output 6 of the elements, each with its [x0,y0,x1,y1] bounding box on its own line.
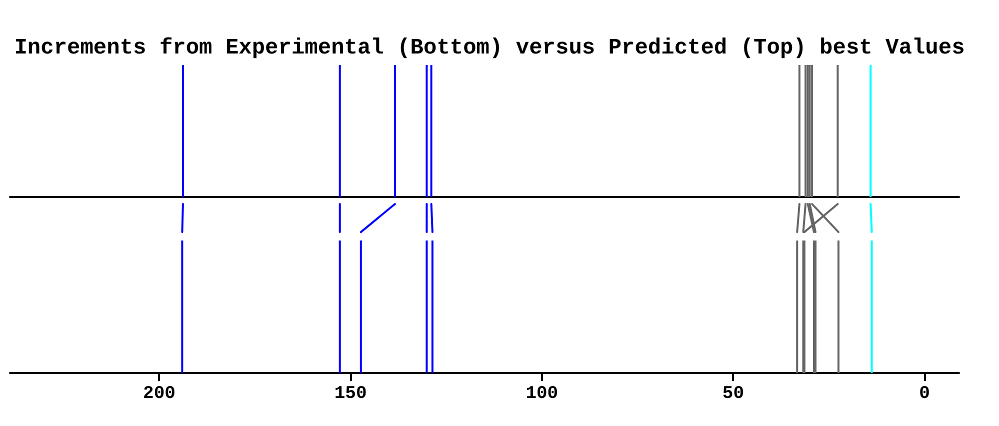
x-tick-label: 200 [143,384,176,404]
x-tick-label: 0 [919,384,930,404]
x-tick-label: 150 [334,384,367,404]
chart-title: Increments from Experimental (Bottom) versus Predicted (Top) best Values [14,36,965,60]
x-tick-label: 50 [722,384,744,404]
x-tick-label: 100 [526,384,558,404]
